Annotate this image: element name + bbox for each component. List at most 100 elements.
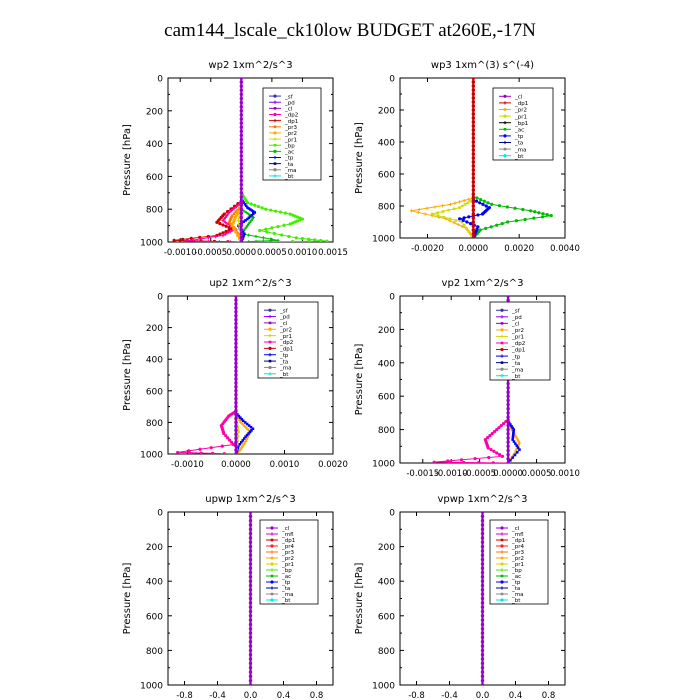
series-marker-cl <box>239 109 244 113</box>
series-marker-dp1 <box>471 88 476 92</box>
series-marker-cl <box>480 583 485 588</box>
legend-label: _ma <box>284 168 296 174</box>
legend: _cl_mfl_dp1_pr4_pr3_pr2_pr1_bp_ac_tp_ta_… <box>259 519 319 605</box>
legend-marker <box>270 538 274 542</box>
legend-label: _pr4 <box>511 544 525 550</box>
series-marker-dp2 <box>199 451 203 454</box>
series-marker-dp1 <box>181 237 185 241</box>
series-marker-bp <box>264 207 268 211</box>
panel-title: vpwp 1xm^2/s^3 <box>437 494 527 505</box>
series-marker-cl <box>239 191 244 195</box>
series-marker-cl <box>239 154 244 158</box>
x-tick-label: 0.8 <box>542 691 556 700</box>
legend-label: _bp1 <box>514 121 528 127</box>
series-marker-bp <box>282 223 286 227</box>
x-tick-label: 0.0010 <box>270 460 300 470</box>
series-marker-dp2 <box>462 460 466 463</box>
series-marker-cl <box>480 653 485 657</box>
series-marker-ac <box>549 214 553 218</box>
series-marker-pr1 <box>454 219 458 222</box>
legend-label: _pr2 <box>281 556 294 562</box>
panel-title: wp3 1xm^(3) s^(-4) <box>431 60 534 71</box>
series-marker-bp <box>291 221 295 225</box>
series-marker-tp <box>467 215 471 219</box>
legend-label: _ac <box>511 574 521 580</box>
series-marker-dp2 <box>198 447 202 451</box>
series-marker-pr2 <box>423 212 427 216</box>
series-marker-pr2 <box>241 422 245 426</box>
x-tick-label: -0.0010 <box>171 460 204 470</box>
series-marker-cl <box>248 674 253 679</box>
series-marker-tp <box>242 201 246 204</box>
y-tick-label: 800 <box>378 647 395 657</box>
legend-label: _bp <box>511 568 522 574</box>
x-tick-label: 0.0020 <box>504 244 534 254</box>
series-marker-bp <box>253 203 257 207</box>
series-marker-cl <box>239 174 244 179</box>
legend-marker <box>503 147 507 151</box>
legend-label: _pr4 <box>281 544 295 550</box>
series-marker-pr1 <box>469 199 472 203</box>
series-marker-ac <box>247 233 251 237</box>
series-marker-cl <box>480 644 485 648</box>
series-marker-pr3 <box>229 217 233 220</box>
series-marker-tp <box>249 215 252 218</box>
legend-label: _tp <box>511 354 521 360</box>
legend-label: _bt <box>514 154 524 160</box>
series-marker-bp <box>272 231 276 236</box>
series-marker-tp <box>513 453 517 457</box>
series-marker-dp2 <box>492 449 496 453</box>
legend-label: _tp <box>284 156 294 162</box>
legend-marker <box>268 372 272 376</box>
series-marker-tp <box>242 220 246 223</box>
series-marker-cl <box>234 416 238 421</box>
series-marker-cl <box>239 117 244 121</box>
series-marker-pr3 <box>236 208 239 212</box>
legend-marker <box>268 359 272 363</box>
series-marker-pr3 <box>229 218 232 221</box>
series-marker-ac <box>244 225 248 229</box>
legend-label: _ma <box>514 147 526 153</box>
legend-marker <box>268 353 272 357</box>
y-tick-label: 600 <box>146 387 163 397</box>
series-marker-dp1 <box>471 180 476 184</box>
series-marker-dp1 <box>471 184 476 188</box>
series-marker-tp <box>247 432 250 435</box>
series-marker-cl <box>480 575 485 579</box>
series-marker-pr1 <box>461 204 464 208</box>
series-marker-cl <box>480 557 485 562</box>
series-marker-pr1 <box>448 217 452 221</box>
series-marker-cl <box>234 381 238 385</box>
series-marker-cl <box>234 349 238 353</box>
series-marker-tp <box>457 217 462 221</box>
series-marker-ac <box>540 215 545 219</box>
series-marker-cl <box>248 596 253 601</box>
series-marker-pr2 <box>416 210 420 214</box>
y-tick-label: 1000 <box>372 235 395 245</box>
y-tick-label: 600 <box>378 393 395 403</box>
legend-label: _pr2 <box>511 328 524 334</box>
legend-marker <box>500 550 504 554</box>
series-marker-dp1 <box>471 208 476 212</box>
legend-label: _mfl <box>281 532 294 538</box>
series-marker-pr2 <box>234 230 238 234</box>
legend-marker <box>273 174 277 178</box>
series-marker-ac <box>248 220 252 224</box>
series-marker-cl <box>234 318 238 322</box>
series-marker-cl <box>506 394 510 398</box>
series-marker-dp2 <box>492 430 497 434</box>
series-marker-cl <box>239 166 244 170</box>
series-marker-dp1 <box>471 84 476 88</box>
y-tick-label: 800 <box>146 419 163 429</box>
series-marker-dp1 <box>471 188 476 192</box>
legend-label: _ac <box>284 150 294 156</box>
series-marker-cl <box>480 570 485 575</box>
panel-title: up2 1xm^2/s^3 <box>209 278 291 289</box>
legend-label: _dp1 <box>511 348 525 354</box>
legend-label: _dp2 <box>511 341 525 347</box>
series-marker-cl <box>248 588 253 592</box>
series-marker-tp <box>515 451 519 454</box>
series-marker-tp <box>509 423 512 426</box>
series-marker-cl <box>506 298 510 302</box>
series-marker-cl <box>239 207 244 211</box>
